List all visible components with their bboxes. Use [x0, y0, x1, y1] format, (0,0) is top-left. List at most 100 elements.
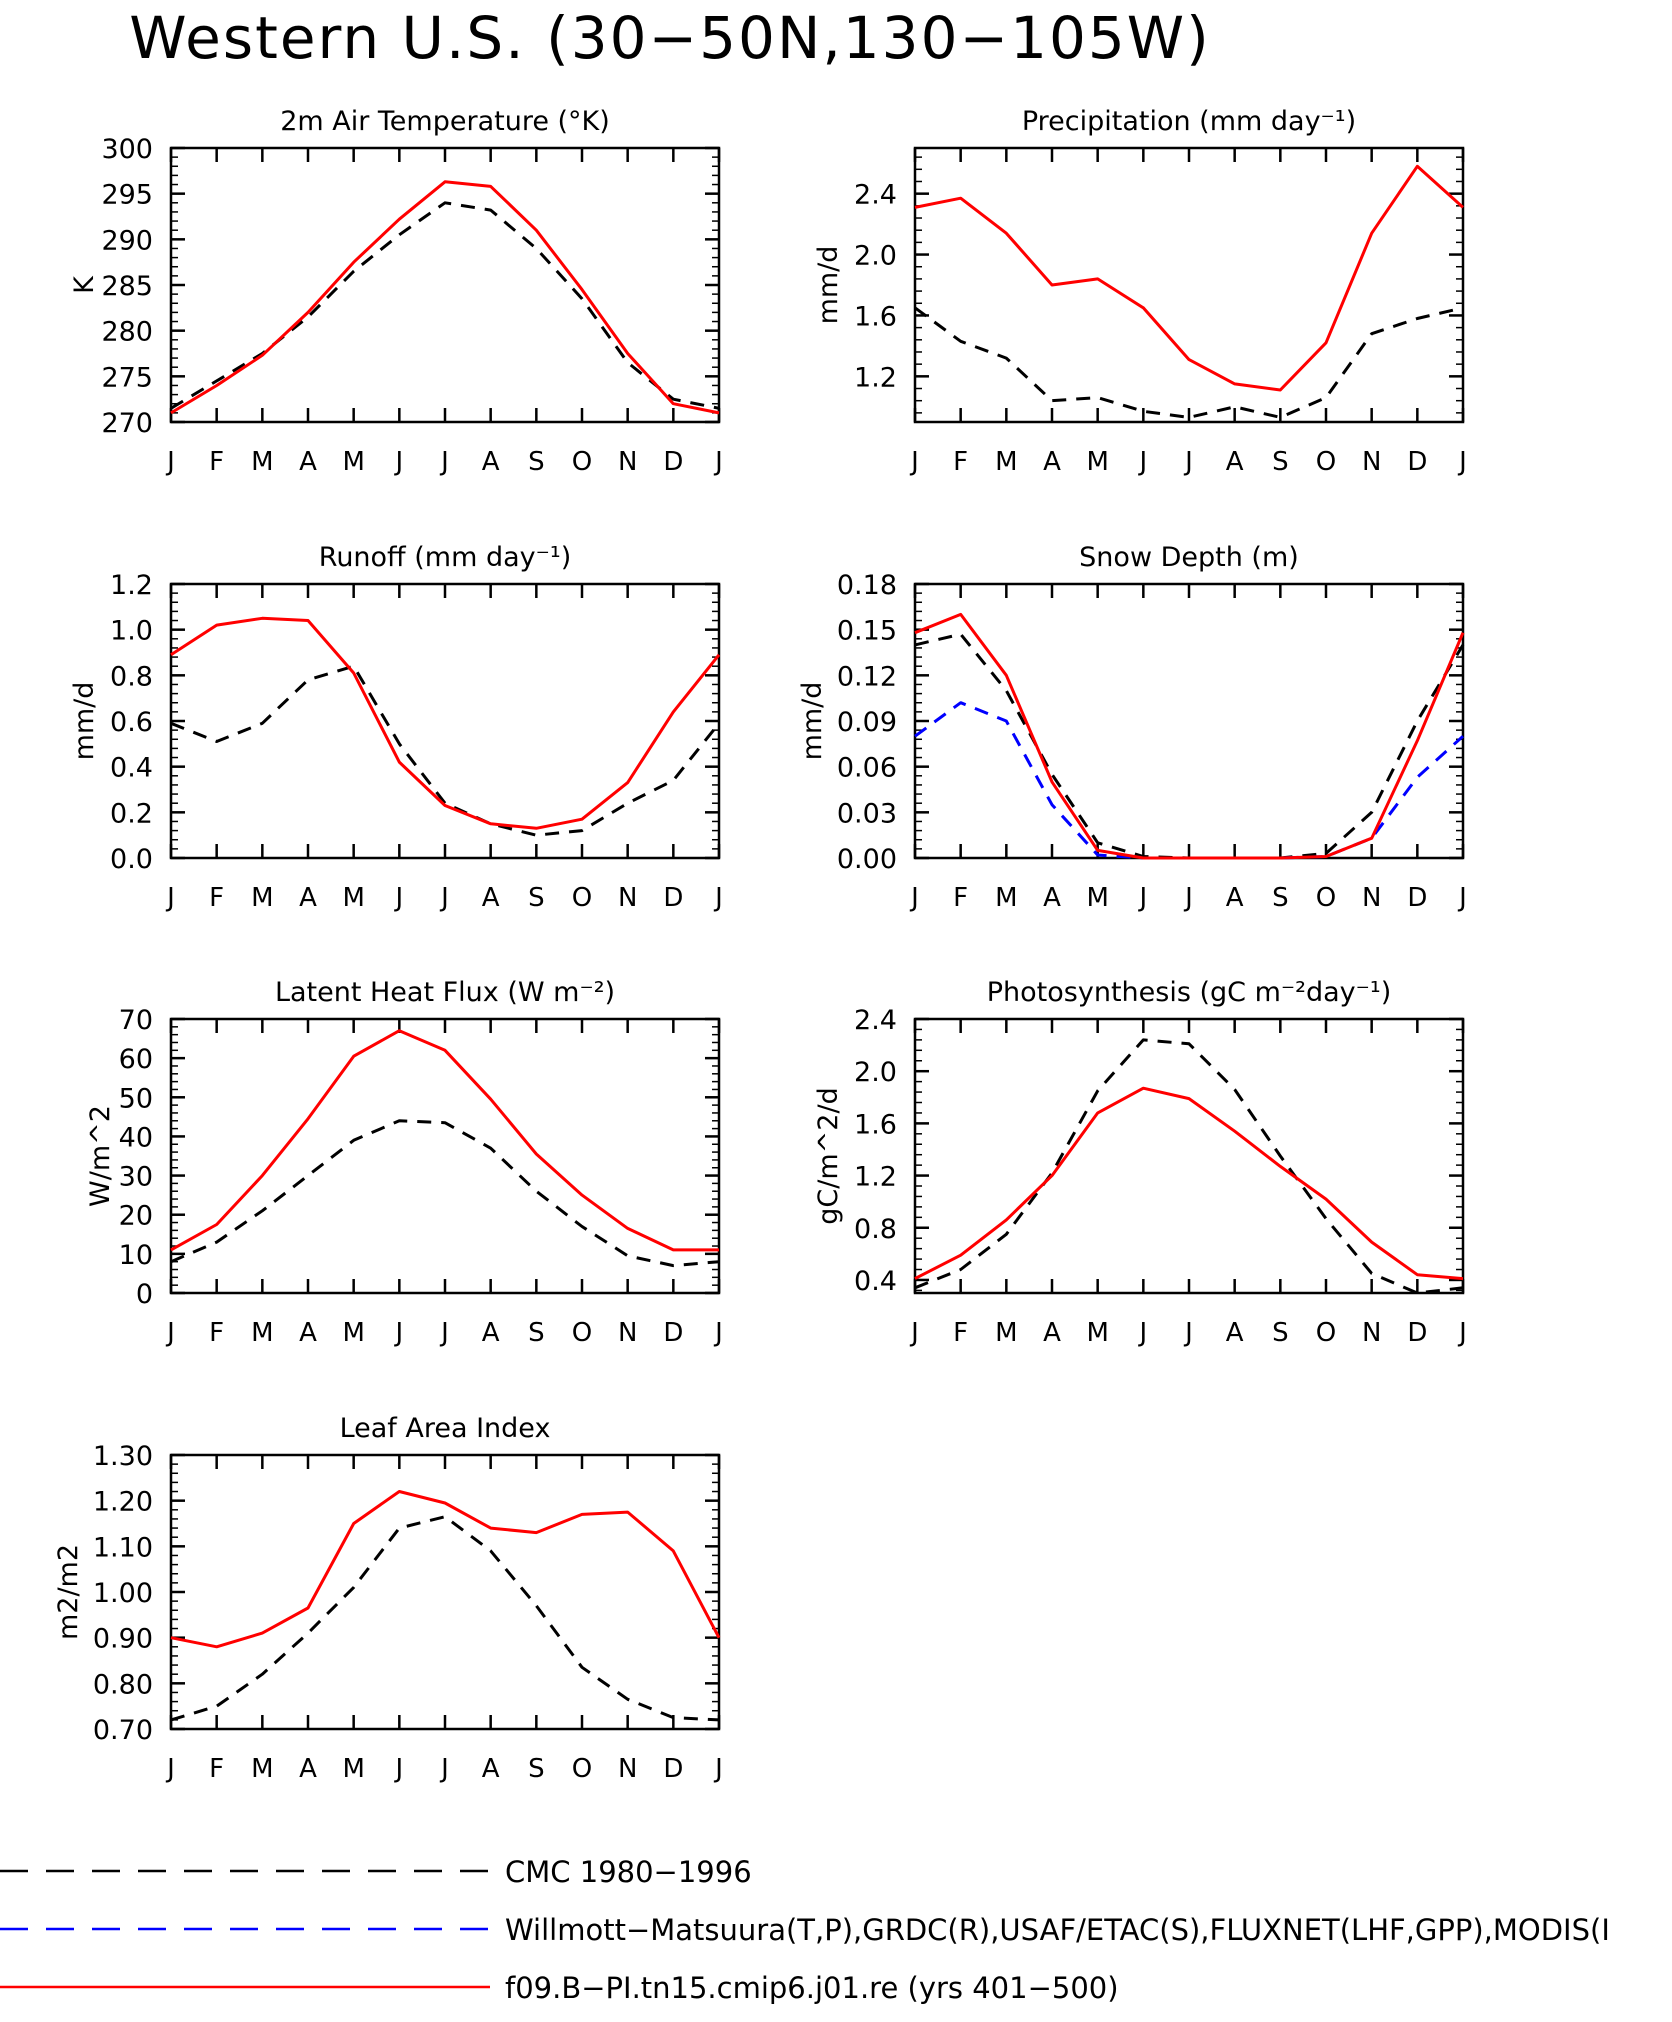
y-tick-label: 1.6	[854, 301, 897, 332]
x-tick-label: A	[299, 1754, 317, 1784]
chart-title: 2m Air Temperature (°K)	[280, 106, 610, 137]
x-tick-label: J	[165, 883, 175, 913]
series-line	[170, 201, 720, 410]
y-tick-label: 0.8	[110, 661, 153, 692]
y-tick-label: 0.18	[837, 570, 897, 601]
x-tick-label: J	[165, 1754, 175, 1784]
y-tick-label: 1.10	[93, 1532, 153, 1563]
x-tick-label: D	[663, 447, 683, 477]
y-tick-label: 0.90	[93, 1624, 153, 1655]
x-tick-label: M	[995, 447, 1017, 477]
y-tick-label: 1.20	[93, 1487, 153, 1518]
y-tick-label: 2.4	[854, 180, 897, 211]
x-tick-label: J	[713, 883, 723, 913]
y-tick-label: 300	[101, 134, 153, 165]
x-tick-label: D	[663, 1318, 683, 1348]
x-tick-label: O	[1316, 1318, 1336, 1348]
x-tick-label: O	[572, 1318, 592, 1348]
series-line	[914, 701, 1465, 860]
x-tick-label: J	[1137, 447, 1147, 477]
series-line	[914, 306, 1464, 419]
x-tick-label: J	[439, 447, 449, 477]
x-tick-label: D	[663, 1754, 683, 1784]
x-tick-label: O	[1316, 447, 1336, 477]
x-tick-label: O	[1316, 883, 1336, 913]
x-tick-label: F	[209, 447, 224, 477]
y-tick-label: 10	[119, 1240, 153, 1271]
x-tick-label: A	[299, 883, 317, 913]
x-tick-label: D	[1407, 883, 1427, 913]
x-tick-label: A	[1043, 883, 1061, 913]
plot-frame	[913, 146, 1465, 424]
y-tick-label: 1.2	[110, 570, 153, 601]
series-line	[914, 164, 1465, 392]
y-axis-label: W/m^2	[85, 1105, 116, 1207]
x-tick-label: O	[572, 447, 592, 477]
x-tick-label: F	[953, 883, 968, 913]
y-tick-label: 0.06	[837, 753, 897, 784]
x-tick-label: A	[482, 1318, 500, 1348]
x-tick-label: A	[482, 883, 500, 913]
x-tick-label: M	[251, 1318, 273, 1348]
x-tick-label: A	[299, 447, 317, 477]
x-tick-label: J	[909, 1318, 919, 1348]
y-axis-label: mm/d	[797, 682, 828, 761]
y-tick-label: 0.70	[93, 1715, 153, 1746]
y-tick-label: 0.8	[854, 1214, 897, 1245]
x-tick-label: J	[439, 1318, 449, 1348]
y-axis-label: mm/d	[69, 682, 100, 761]
y-tick-label: 2.4	[854, 1005, 897, 1036]
y-tick-label: 0.2	[110, 798, 153, 829]
x-tick-label: J	[1457, 883, 1467, 913]
chart-title: Leaf Area Index	[340, 1413, 551, 1444]
y-tick-label: 0.4	[854, 1266, 897, 1297]
x-tick-label: J	[393, 1318, 403, 1348]
y-tick-label: 0	[136, 1279, 153, 1310]
y-tick-label: 50	[119, 1083, 153, 1114]
y-tick-label: 0.4	[110, 753, 153, 784]
y-tick-label: 0.0	[110, 844, 153, 875]
x-tick-label: J	[393, 883, 403, 913]
x-tick-label: J	[1183, 883, 1193, 913]
x-tick-label: M	[342, 1318, 364, 1348]
x-tick-label: S	[528, 883, 545, 913]
series-line	[914, 612, 1465, 860]
plot-frame	[169, 1017, 721, 1295]
chart-panel-2: Precipitation (mm day⁻¹)J F M A M J J A S O N D J1.2…	[813, 106, 1467, 477]
series-line	[914, 1038, 1464, 1295]
y-tick-label: 1.30	[93, 1441, 153, 1472]
series-line	[170, 1490, 721, 1649]
plot-frame	[169, 1453, 721, 1731]
x-tick-label: M	[251, 883, 273, 913]
x-tick-label: N	[618, 883, 637, 913]
y-tick-label: 0.12	[837, 661, 897, 692]
y-tick-label: 0.6	[110, 707, 153, 738]
x-tick-label: N	[1362, 1318, 1381, 1348]
series-line	[170, 664, 721, 837]
x-tick-label: A	[1226, 1318, 1244, 1348]
y-tick-label: 2.0	[854, 1057, 897, 1088]
y-tick-label: 275	[101, 362, 153, 393]
x-tick-label: A	[1043, 447, 1061, 477]
y-tick-label: 0.00	[837, 844, 897, 875]
x-tick-label: F	[953, 1318, 968, 1348]
x-tick-label: D	[663, 883, 683, 913]
chart-title: Photosynthesis (gC m⁻²day⁻¹)	[987, 977, 1391, 1008]
x-tick-label: N	[618, 1754, 637, 1784]
x-tick-label: N	[618, 447, 637, 477]
plot-frame	[913, 1017, 1465, 1295]
legend-label: CMC 1980−1996	[505, 1855, 752, 1889]
legend: CMC 1980−1996 Willmott−Matsuura(T,P),GRDC…	[0, 1855, 1610, 2005]
y-tick-label: 60	[119, 1044, 153, 1075]
plot-frame	[169, 146, 721, 424]
y-tick-label: 1.2	[854, 362, 897, 393]
x-tick-label: M	[342, 883, 364, 913]
y-tick-label: 1.00	[93, 1578, 153, 1609]
y-tick-label: 0.03	[837, 798, 897, 829]
x-tick-label: J	[165, 447, 175, 477]
y-tick-label: 280	[101, 317, 153, 348]
x-tick-label: J	[165, 1318, 175, 1348]
x-tick-label: J	[1457, 447, 1467, 477]
series-line	[170, 1029, 719, 1252]
